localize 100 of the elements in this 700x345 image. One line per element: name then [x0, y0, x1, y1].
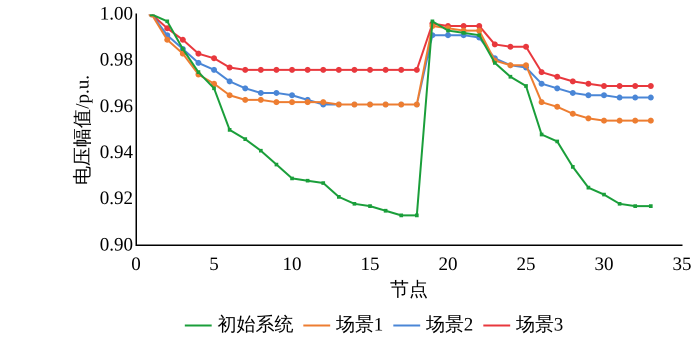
point [585, 80, 592, 87]
point [445, 32, 452, 38]
point [618, 202, 622, 206]
point [585, 115, 592, 122]
point [273, 66, 280, 73]
point [648, 204, 653, 208]
point [585, 92, 592, 98]
point [180, 36, 186, 43]
point [226, 78, 233, 84]
point [538, 69, 545, 76]
y-tick-label: 0.94 [100, 142, 134, 163]
point [242, 66, 248, 73]
point [242, 96, 248, 103]
point [226, 92, 233, 98]
point [414, 66, 420, 73]
point [382, 66, 389, 73]
point [616, 83, 623, 90]
point [570, 90, 576, 96]
point [462, 31, 466, 35]
point [212, 86, 216, 90]
x-tick-label: 10 [282, 254, 302, 275]
point [320, 66, 326, 73]
legend-label: 初始系统 [217, 313, 294, 336]
point [289, 66, 296, 73]
point [508, 74, 512, 79]
point [196, 70, 200, 74]
point [632, 94, 638, 101]
legend-label: 场景3 [514, 314, 564, 336]
point [554, 74, 560, 80]
point [258, 96, 264, 103]
point [259, 148, 263, 153]
y-axis-title: 电压幅值/p.u. [72, 75, 94, 185]
point [570, 110, 576, 117]
point [306, 178, 310, 183]
point [538, 80, 545, 87]
point [570, 165, 575, 169]
point [273, 90, 280, 96]
y-tick-label: 1.00 [100, 3, 134, 24]
point [258, 66, 264, 73]
point [492, 61, 497, 65]
point [384, 208, 388, 213]
point [336, 195, 341, 199]
point [414, 214, 419, 218]
x-tick-label: 25 [516, 254, 536, 275]
point [273, 99, 280, 106]
x-axis-title: 节点 [390, 280, 428, 301]
point [632, 83, 638, 90]
point [602, 192, 606, 196]
point [601, 92, 608, 98]
x-tick-label: 0 [131, 254, 141, 275]
point [616, 94, 623, 101]
y-tick-label: 0.98 [100, 50, 134, 71]
point [195, 50, 202, 57]
point [632, 118, 638, 124]
point [195, 60, 202, 66]
legend-label: 场景1 [334, 314, 384, 336]
point [226, 64, 233, 71]
point [554, 85, 560, 92]
point [570, 78, 576, 84]
point [321, 181, 326, 185]
point [164, 36, 170, 43]
point [336, 66, 342, 73]
point [164, 25, 170, 32]
point [648, 118, 654, 124]
point [352, 202, 356, 206]
point [538, 99, 545, 106]
point [523, 62, 530, 68]
point [243, 137, 248, 141]
legend-label: 场景2 [424, 314, 474, 336]
point [555, 140, 560, 144]
point [367, 66, 374, 73]
point [523, 44, 530, 50]
point [398, 66, 404, 73]
y-tick-label: 0.96 [100, 96, 134, 117]
point [304, 99, 311, 106]
x-tick-label: 35 [672, 254, 692, 275]
x-tick-label: 5 [209, 254, 219, 275]
point [430, 19, 434, 24]
point [368, 204, 372, 208]
point [492, 41, 498, 48]
point [165, 19, 170, 24]
point [648, 83, 654, 90]
point [446, 28, 450, 32]
point [601, 118, 608, 124]
point [320, 99, 326, 106]
point [289, 92, 296, 98]
point [633, 204, 638, 208]
point [258, 90, 264, 96]
point [289, 99, 296, 106]
point [228, 128, 232, 132]
point [242, 85, 248, 92]
point [554, 104, 560, 110]
point [524, 84, 528, 88]
x-tick-label: 20 [438, 254, 458, 275]
point [211, 55, 218, 62]
point [304, 66, 311, 73]
point [601, 83, 608, 90]
point [211, 66, 218, 73]
x-tick-label: 30 [594, 254, 614, 275]
x-tick-label: 15 [360, 254, 380, 275]
